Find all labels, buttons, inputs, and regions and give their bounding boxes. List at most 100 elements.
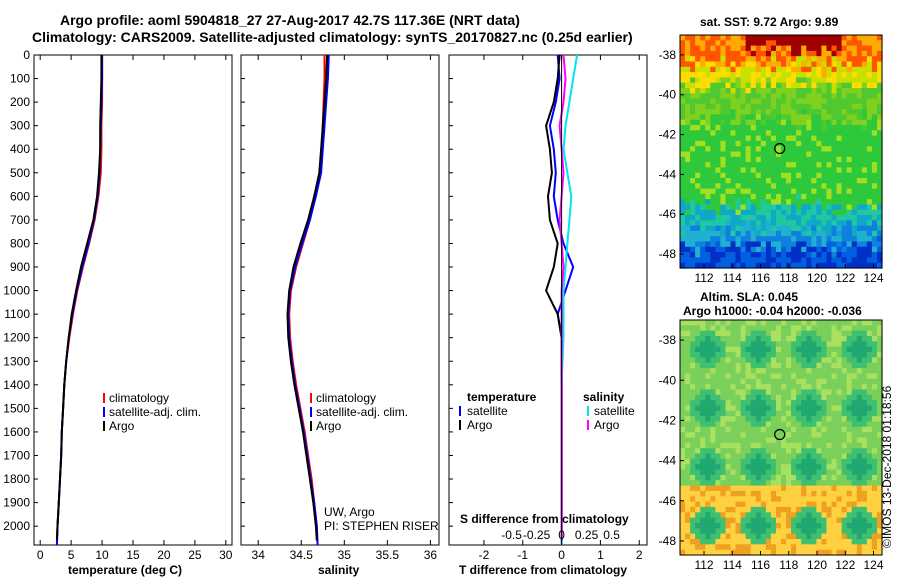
sst-map-cell	[866, 156, 873, 163]
sla-map-cell	[871, 453, 878, 460]
sst-map-cell	[700, 40, 706, 47]
sst-map-cell	[866, 262, 873, 269]
sla-map-cell	[715, 320, 721, 326]
sst-map-cell	[861, 140, 868, 147]
sst-map-cell	[720, 162, 726, 168]
sla-map-cell	[730, 405, 737, 412]
sla-map-cell	[786, 485, 792, 492]
difference-s-tick-label: 0.5	[603, 528, 620, 542]
sst-map-cell	[801, 156, 807, 163]
sla-map-cell	[841, 437, 848, 444]
sla-map-cell	[680, 352, 686, 358]
sst-map-cell	[826, 93, 833, 100]
temperature-xtick-label: 0	[37, 548, 44, 562]
sla-map-cell	[811, 405, 817, 412]
sla-map-cell	[877, 325, 883, 332]
sla-map-cell	[856, 330, 863, 337]
sla-map-cell	[765, 506, 772, 513]
sst-map-cell	[856, 252, 863, 258]
sst-map-cell	[791, 209, 797, 216]
sst-map-cell	[781, 225, 787, 232]
sst-map-cell	[750, 135, 757, 142]
sla-map-cell	[781, 389, 787, 396]
sla-map-cell	[801, 437, 807, 444]
sst-map-cell	[776, 252, 782, 258]
sst-map-cell	[806, 178, 812, 184]
sla-map-cell	[715, 523, 721, 529]
sst-map-cell	[755, 209, 762, 216]
sst-map-cell	[735, 50, 742, 57]
sst-map-cell	[781, 209, 787, 216]
sla-map-cell	[745, 533, 752, 540]
sst-map-cell	[856, 220, 863, 227]
sst-map-cell	[680, 45, 686, 52]
sst-map-cell	[760, 50, 767, 57]
sst-map-cell	[765, 204, 772, 211]
sla-map-cell	[715, 469, 721, 476]
sla-map-cell	[796, 330, 802, 337]
sst-map-cell	[760, 135, 767, 142]
sla-map-cell	[776, 485, 782, 492]
sla-map-cell	[680, 432, 686, 439]
sla-map-cell	[735, 464, 742, 471]
sst-map-cell	[765, 45, 772, 52]
sla-map-cell	[877, 405, 883, 412]
sst-map-cell	[821, 209, 827, 216]
sla-map-cell	[695, 378, 701, 385]
sst-map-cell	[796, 72, 802, 78]
sla-map-cell	[740, 533, 747, 540]
sst-map-cell	[705, 130, 711, 137]
sst-map-cell	[770, 257, 777, 264]
sla-map-cell	[861, 523, 868, 529]
sst-map-cell	[877, 162, 883, 168]
sla-map-cell	[735, 325, 742, 332]
sst-map-cell	[720, 151, 726, 158]
sla-map-cell	[796, 432, 802, 439]
sst-map-cell	[796, 109, 802, 115]
sst-map-cell	[836, 209, 843, 216]
sla-map-cell	[856, 400, 863, 406]
sla-map-cell	[725, 384, 732, 390]
sst-map-cell	[811, 93, 817, 100]
sla-map-cell	[811, 416, 817, 422]
sla-map-cell	[715, 544, 721, 551]
sla-map-cell	[801, 405, 807, 412]
sla-map-cell	[781, 496, 787, 503]
sst-map-cell	[690, 204, 696, 211]
sla-map-cell	[750, 523, 757, 529]
sst-map-cell	[811, 103, 817, 110]
sst-map-cell	[700, 88, 706, 94]
sst-map-cell	[831, 262, 838, 269]
sla-map-cell	[851, 373, 858, 380]
sst-map-cell	[680, 178, 686, 184]
sla-map-cell	[801, 544, 807, 551]
sst-map-cell	[871, 125, 878, 131]
sst-map-cell	[836, 151, 843, 158]
sst-map-cell	[851, 241, 858, 248]
sst-map-cell	[796, 241, 802, 248]
sla-map-cell	[811, 368, 817, 374]
sst-map-cell	[861, 252, 868, 258]
sst-map-cell	[770, 140, 777, 147]
sla-map-cell	[725, 325, 732, 332]
sla-map-cell	[856, 341, 863, 348]
sst-map-cell	[781, 252, 787, 258]
sst-map-cell	[877, 114, 883, 121]
sst-map-cell	[770, 72, 777, 78]
sst-map-cell	[877, 246, 883, 253]
sst-map-cell	[765, 246, 772, 253]
sla-map-cell	[866, 405, 873, 412]
sst-map-cell	[770, 98, 777, 105]
sla-map-cell	[836, 341, 843, 348]
sla-map-xtick-label: 112	[694, 558, 713, 572]
sla-map-cell	[806, 506, 812, 513]
sst-map-cell	[695, 262, 701, 269]
sst-map-cell	[811, 246, 817, 253]
sst-map-cell	[786, 119, 792, 126]
sla-map-cell	[685, 421, 691, 428]
sst-map-cell	[866, 45, 873, 52]
sla-map-cell	[730, 389, 737, 396]
sst-map-cell	[755, 103, 762, 110]
sla-map-cell	[856, 501, 863, 508]
sla-map-cell	[760, 442, 767, 449]
